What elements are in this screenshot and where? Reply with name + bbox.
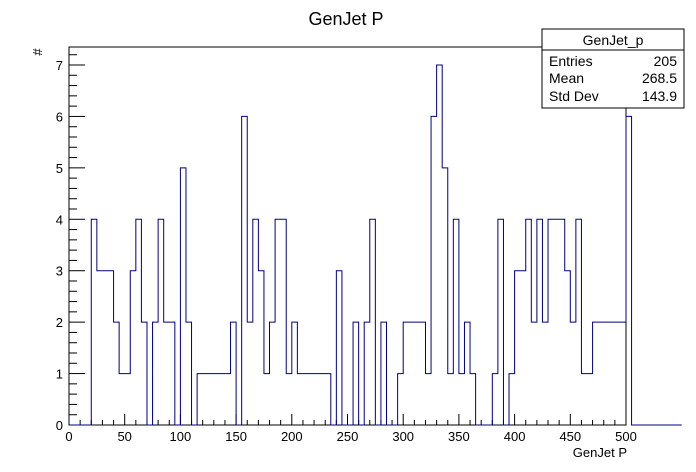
stats-entries-label: Entries — [549, 53, 593, 69]
histogram-series-line — [69, 64, 682, 426]
y-axis-tick-labels: 0 1 2 3 4 5 6 7 — [56, 58, 63, 433]
y-axis-label: # — [30, 48, 45, 56]
x-tick-label: 150 — [225, 429, 247, 444]
y-tick-label: 1 — [56, 367, 63, 382]
y-tick-label: 7 — [56, 58, 63, 73]
stats-stddev-label: Std Dev — [549, 88, 599, 104]
y-axis-ticks — [69, 54, 85, 426]
x-tick-label: 350 — [448, 429, 470, 444]
x-tick-label: 200 — [281, 429, 303, 444]
x-tick-label: 450 — [559, 429, 581, 444]
x-tick-label: 500 — [615, 429, 637, 444]
stats-entries-value: 205 — [654, 53, 678, 69]
stats-stddev-value: 143.9 — [642, 88, 677, 104]
chart-title: GenJet P — [308, 9, 383, 29]
stats-mean-label: Mean — [549, 70, 584, 86]
x-tick-label: 250 — [337, 429, 359, 444]
stats-box: GenJet_p Entries 205 Mean 268.5 Std Dev … — [541, 28, 685, 109]
y-tick-label: 5 — [56, 161, 63, 176]
y-tick-label: 4 — [56, 212, 63, 227]
x-axis-ticks — [68, 414, 627, 425]
y-tick-label: 6 — [56, 109, 63, 124]
x-tick-label: 50 — [117, 429, 131, 444]
x-tick-label: 300 — [392, 429, 414, 444]
x-axis-label: GenJet P — [573, 445, 627, 460]
y-tick-label: 0 — [56, 418, 63, 433]
stats-box-title: GenJet_p — [583, 32, 644, 48]
stats-mean-value: 268.5 — [642, 70, 677, 86]
x-axis-tick-labels: 0 50 100 150 200 250 300 350 400 450 500 — [65, 429, 636, 444]
x-tick-label: 0 — [65, 429, 72, 444]
x-tick-label: 100 — [170, 429, 192, 444]
y-tick-label: 2 — [56, 315, 63, 330]
y-tick-label: 3 — [56, 264, 63, 279]
x-tick-label: 400 — [504, 429, 526, 444]
